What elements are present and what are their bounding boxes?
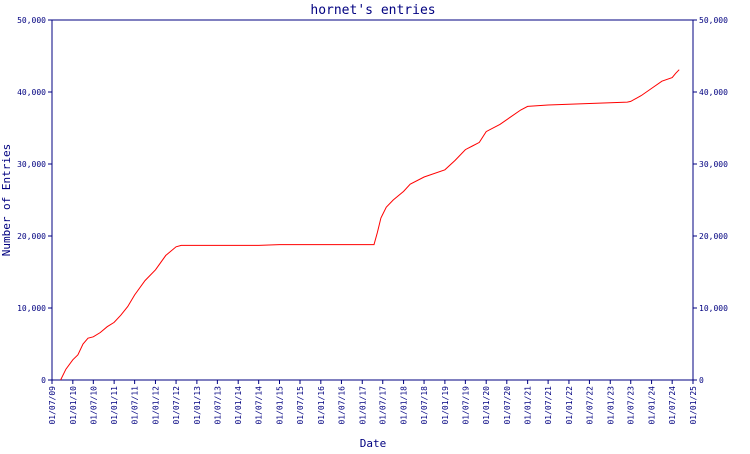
x-tick-label: 01/01/25	[689, 386, 698, 425]
y-tick-label-right: 40,000	[699, 88, 728, 97]
y-axis-right: 0 10,000 20,000 30,000 40,000 50,000	[693, 16, 728, 385]
y-tick-label-left: 10,000	[17, 304, 46, 313]
x-axis-label: Date	[360, 437, 387, 450]
y-tick-label-right: 50,000	[699, 16, 728, 25]
x-tick-label: 01/07/13	[213, 386, 222, 425]
y-tick-label-right: 30,000	[699, 160, 728, 169]
x-axis: 01/07/09 01/01/10 01/07/10 01/01/11 01/07/11…	[48, 380, 698, 425]
x-tick-label: 01/07/21	[544, 386, 553, 425]
x-tick-label: 01/01/22	[565, 386, 574, 425]
y-tick-label-right: 20,000	[699, 232, 728, 241]
y-tick-label-left: 40,000	[17, 88, 46, 97]
x-tick-label: 01/07/16	[337, 386, 346, 425]
y-tick-label-left: 0	[41, 376, 46, 385]
series-line	[60, 69, 680, 381]
chart-title: hornet's entries	[310, 3, 435, 18]
y-axis-left: 0 10,000 20,000 30,000 40,000 50,000	[17, 16, 52, 385]
x-tick-label: 01/07/09	[48, 386, 57, 425]
x-tick-label: 01/01/14	[234, 386, 243, 425]
x-tick-label: 01/07/15	[296, 386, 305, 425]
x-tick-label: 01/07/11	[131, 386, 140, 425]
x-tick-label: 01/07/23	[627, 386, 636, 425]
x-tick-label: 01/07/19	[461, 386, 470, 425]
y-tick-label-left: 30,000	[17, 160, 46, 169]
x-tick-label: 01/07/24	[668, 386, 677, 425]
y-tick-label-left: 20,000	[17, 232, 46, 241]
x-tick-label: 01/07/20	[503, 386, 512, 425]
plot-frame	[51, 19, 694, 381]
x-tick-label: 01/07/10	[89, 386, 98, 425]
x-tick-label: 01/07/12	[172, 386, 181, 425]
x-tick-label: 01/01/20	[482, 386, 491, 425]
x-tick-label: 01/01/15	[276, 386, 285, 425]
x-tick-label: 01/01/10	[69, 386, 78, 425]
x-tick-label: 01/07/17	[379, 386, 388, 425]
x-tick-label: 01/01/24	[648, 386, 657, 425]
x-tick-label: 01/01/13	[193, 386, 202, 425]
x-tick-label: 01/01/21	[524, 386, 533, 425]
y-axis-label: Number of Entries	[0, 144, 13, 257]
y-tick-label-right: 10,000	[699, 304, 728, 313]
x-tick-label: 01/01/17	[358, 386, 367, 425]
x-tick-label: 01/07/18	[420, 386, 429, 425]
x-tick-label: 01/01/11	[110, 386, 119, 425]
x-tick-label: 01/01/12	[151, 386, 160, 425]
y-tick-label-left: 50,000	[17, 16, 46, 25]
y-tick-label-right: 0	[699, 376, 704, 385]
x-tick-label: 01/07/22	[585, 386, 594, 425]
x-tick-label: 01/01/23	[606, 386, 615, 425]
x-tick-label: 01/01/19	[441, 386, 450, 425]
series-group	[60, 69, 680, 381]
x-tick-label: 01/07/14	[255, 386, 264, 425]
x-tick-label: 01/01/16	[317, 386, 326, 425]
x-tick-label: 01/01/18	[400, 386, 409, 425]
